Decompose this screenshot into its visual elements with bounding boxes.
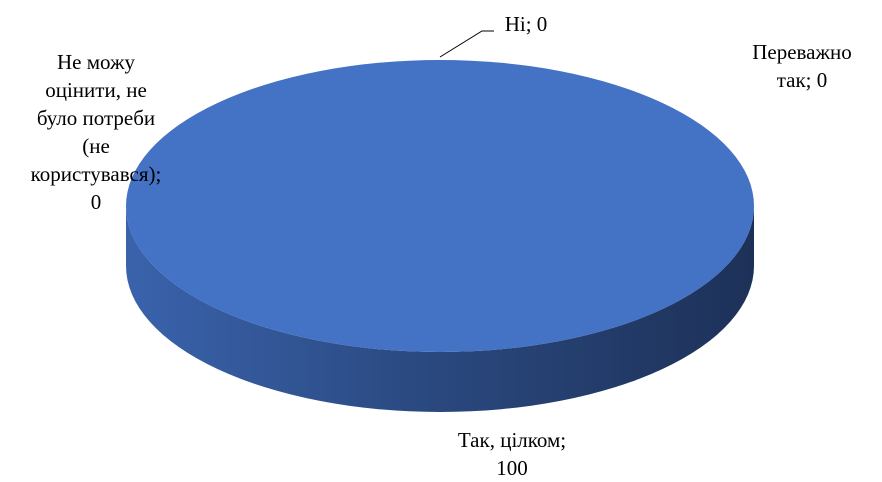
data-label: Переважно так; 0 bbox=[752, 40, 852, 92]
leader-line bbox=[439, 30, 494, 58]
pie-slice bbox=[126, 60, 754, 352]
data-label: Не можу оцінити, не було потреби (не користу… bbox=[31, 50, 162, 214]
data-label: Ні; 0 bbox=[505, 12, 548, 36]
pie-side-wall bbox=[126, 206, 754, 412]
data-label: Так, цілком; 100 bbox=[458, 428, 566, 480]
